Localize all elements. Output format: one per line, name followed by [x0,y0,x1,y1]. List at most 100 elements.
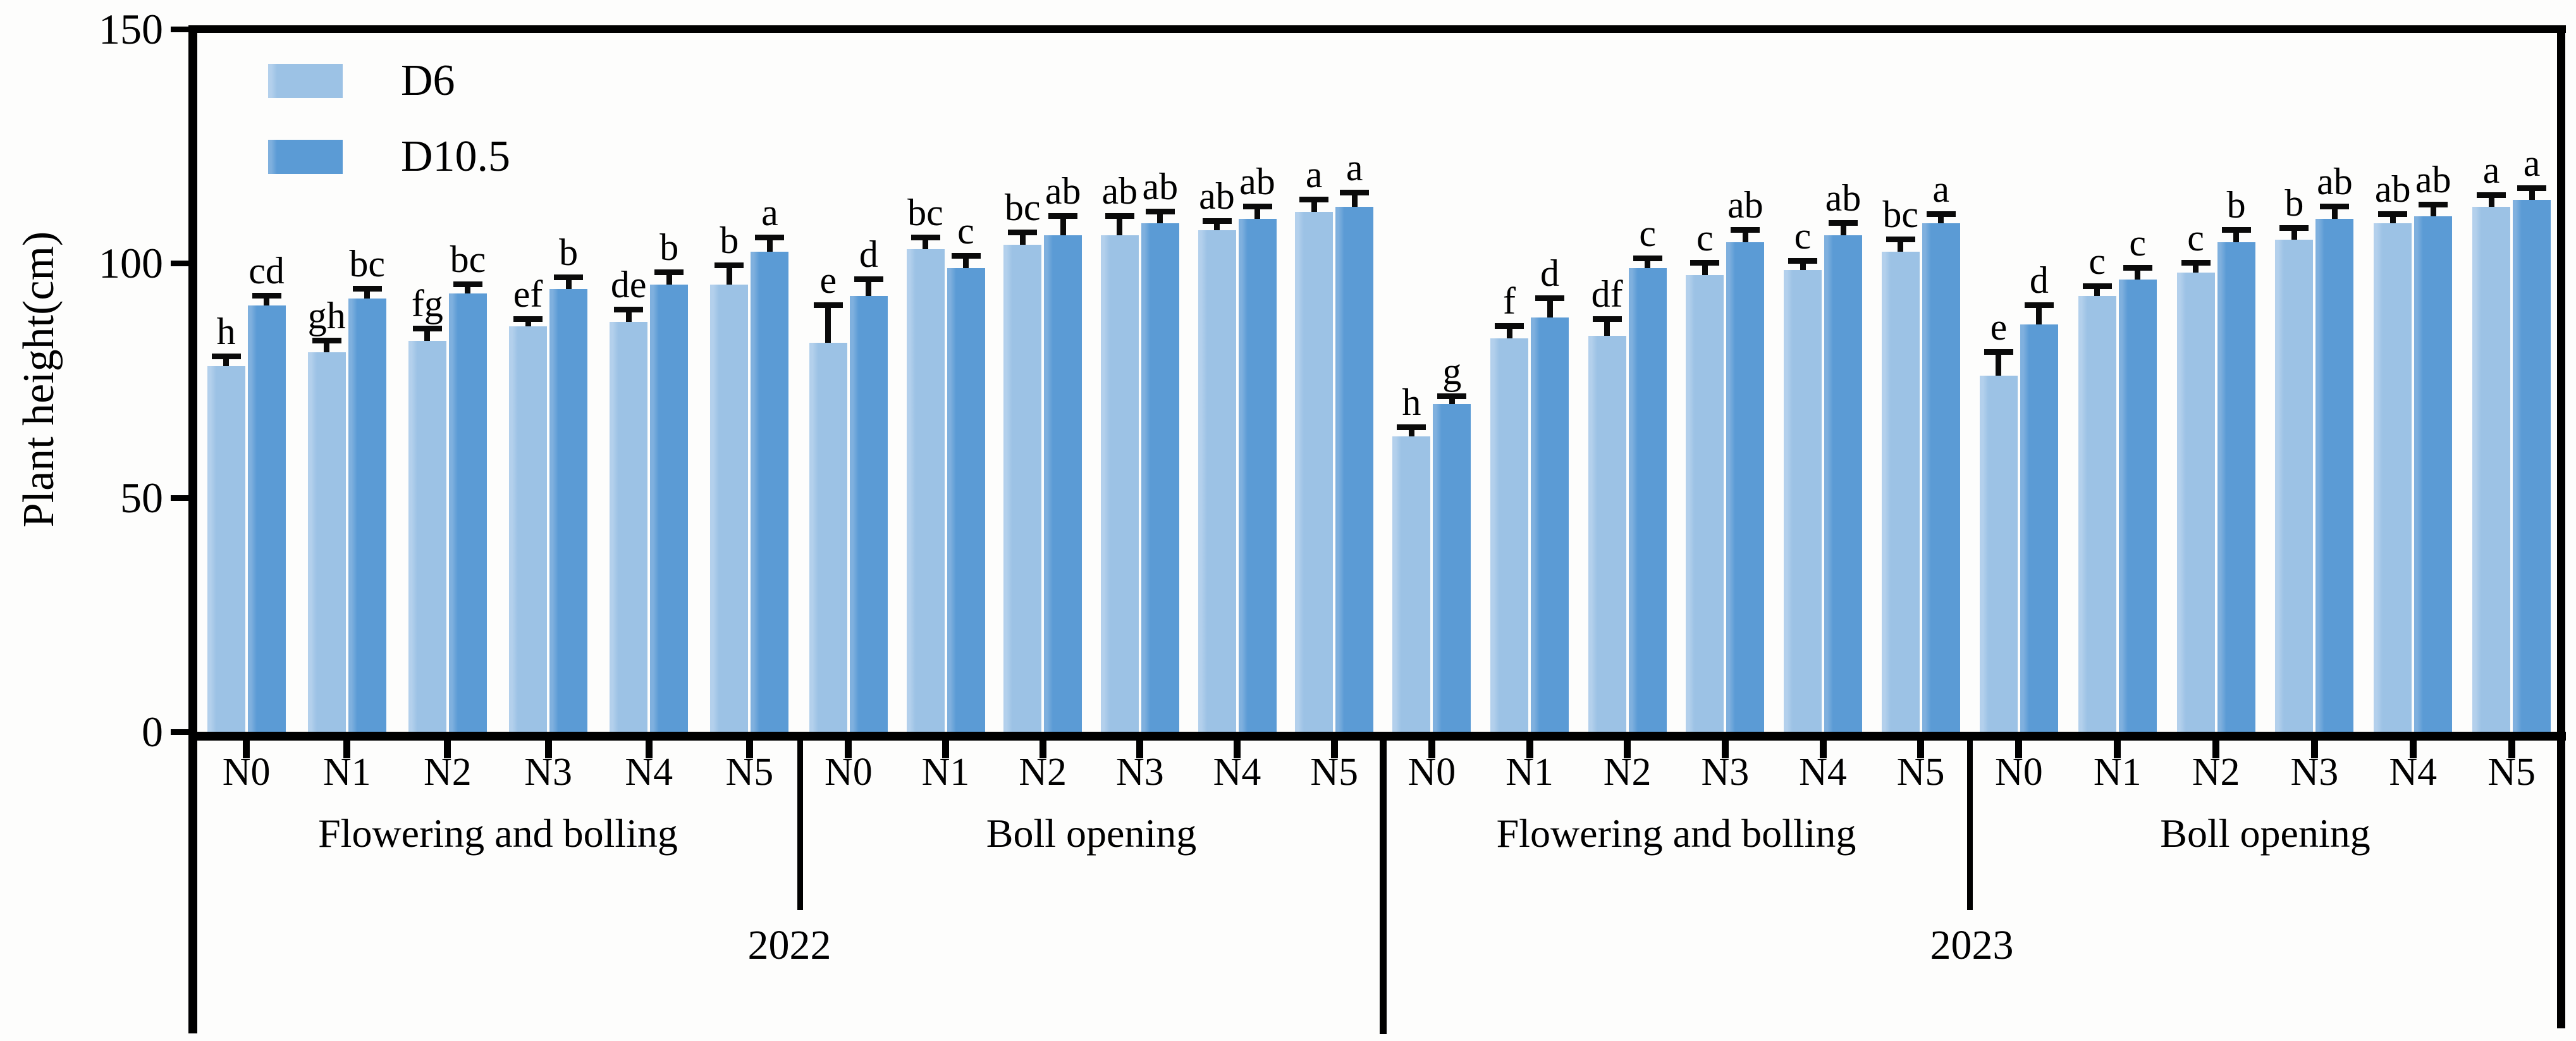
x-tick-mark [2114,741,2121,758]
year-divider [1380,732,1387,1034]
error-bar-cap [911,234,940,240]
error-bar-stem [525,319,531,327]
error-bar-cap [1145,208,1175,214]
significance-letter: c [1696,217,1714,259]
year-label: 2022 [747,922,831,968]
x-tick-mark [1526,741,1533,758]
category-label: N3 [2290,751,2339,794]
plot-top-border [188,25,2566,33]
error-bar-stem [625,310,632,322]
significance-letter: c [2129,221,2147,264]
error-bar-stem [1449,397,1455,404]
y-tick-label: 150 [99,5,163,53]
bar-D6-N0 [1979,376,2018,732]
category-label: N3 [1115,751,1164,794]
significance-letter: d [859,233,878,276]
error-bar-cap [813,302,843,308]
error-bar-cap [2320,204,2350,210]
error-bar-cap [654,269,684,276]
stage-divider-2022 [797,732,803,910]
error-bar-cap [453,281,482,287]
error-bar-stem [2430,204,2436,217]
error-bar-cap [2477,192,2506,198]
significance-letter: bc [349,243,386,285]
x-tick-mark [544,741,552,758]
legend-label-d6: D6 [401,56,455,105]
significance-letter: a [2523,142,2541,184]
error-bar-stem [2193,263,2199,273]
error-bar-cap [2378,211,2408,217]
x-tick-mark [1136,741,1144,758]
legend-swatch-d6 [268,64,343,98]
significance-letter: b [720,219,739,262]
bar-D6-N0 [1392,436,1431,732]
error-bar-cap [2181,260,2211,266]
category-label: N2 [424,751,472,794]
x-tick-mark [1819,741,1827,758]
significance-letter: a [2482,149,2500,191]
error-bar-cap [1886,237,1915,243]
error-bar-cap [1008,230,1038,236]
significance-letter: b [2285,182,2304,224]
error-bar-stem [1506,326,1512,338]
error-bar-cap [2517,185,2547,191]
significance-letter: ab [1239,161,1275,203]
category-label: N4 [1213,751,1261,794]
plot-right-border [2557,25,2565,1028]
x-tick-mark [2310,741,2318,758]
category-label: N3 [1701,751,1750,794]
error-bar-cap [1984,349,2013,355]
error-bar-cap [1105,213,1134,219]
x-tick-mark [1624,741,1631,758]
error-bar-stem [465,284,471,294]
significance-letter: bc [907,191,943,233]
bar-D10.5-N5 [2513,200,2551,732]
bar-D10.5-N5 [1922,223,1960,732]
error-bar-stem [223,357,230,367]
category-label: N5 [1310,751,1359,794]
bar-D6-N4 [1784,270,1822,732]
legend-swatch-d105 [268,140,343,174]
significance-letter: bc [1882,194,1918,236]
error-bar-stem [424,329,431,341]
significance-letter: ab [2374,168,2411,210]
error-bar-cap [412,326,442,332]
error-bar-cap [2123,264,2152,271]
bar-D10.5-N0 [1433,403,1471,732]
x-axis-baseline [188,732,2566,741]
bar-D10.5-N5 [1335,207,1374,732]
error-bar-stem [264,296,270,305]
significance-letter: ab [1199,175,1235,217]
error-bar-cap [1340,190,1370,196]
significance-letter: c [957,210,974,252]
error-bar-stem [1800,261,1806,271]
category-label: N4 [1799,751,1847,794]
bar-D6-N2 [408,340,446,732]
bar-D6-N4 [610,321,648,732]
stage-label: Boll opening [2160,811,2371,856]
significance-letter: de [610,264,647,306]
error-bar-cap [715,262,744,269]
bar-D6-N5 [1295,211,1334,732]
x-tick-mark [2508,741,2515,758]
error-bar-cap [1048,213,1078,219]
bar-D10.5-N5 [751,251,789,732]
bar-D10.5-N2 [1044,235,1083,732]
significance-letter: c [2088,240,2106,283]
stage-label: Flowering and bolling [1496,811,1856,856]
category-label: N0 [1408,751,1456,794]
significance-letter: ab [1727,184,1763,226]
bar-D10.5-N0 [2020,324,2058,732]
error-bar-stem [825,305,831,343]
significance-letter: ab [1825,177,1861,219]
bar-D6-N1 [1490,338,1528,732]
error-bar-stem [866,280,872,297]
bar-D6-N3 [2275,240,2314,732]
significance-letter: a [1346,147,1363,189]
category-label: N4 [2389,751,2438,794]
error-bar-stem [1702,263,1708,275]
significance-letter: a [1305,154,1323,196]
bar-D6-N1 [2078,296,2116,732]
error-bar-cap [1926,211,1956,217]
error-bar-cap [2419,201,2448,207]
